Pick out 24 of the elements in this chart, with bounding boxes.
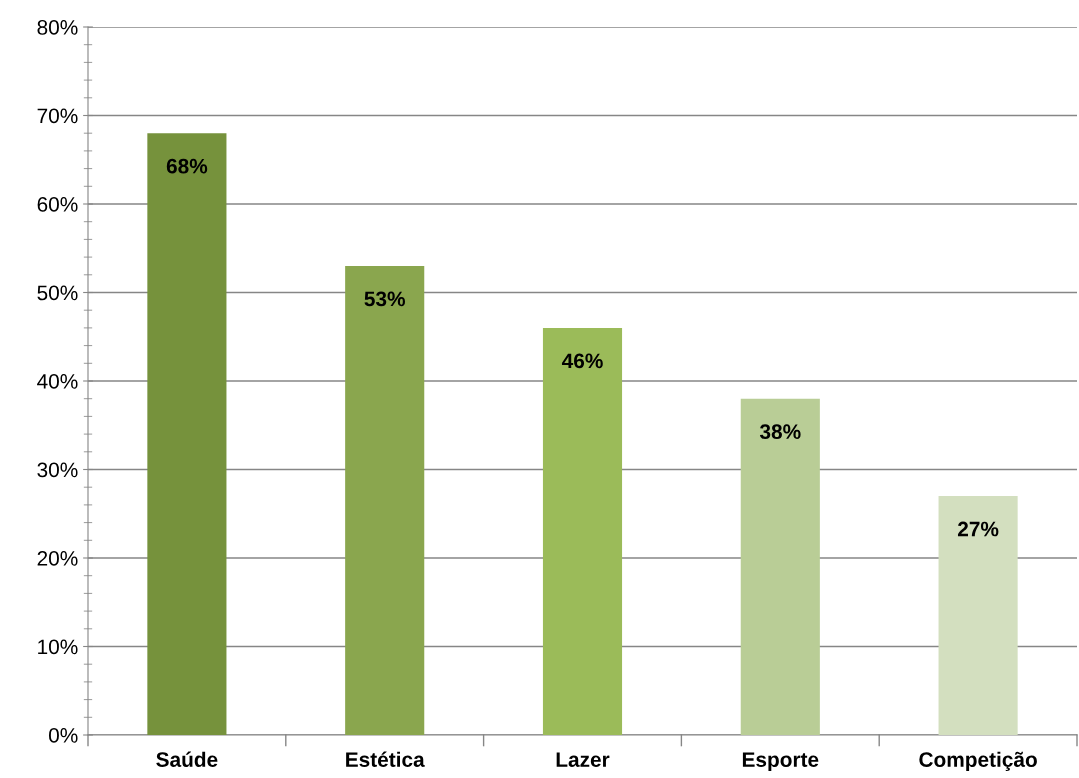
x-tick-label: Esporte xyxy=(742,752,819,772)
x-tick-label: Lazer xyxy=(556,752,610,767)
bar xyxy=(938,496,1018,735)
data-label: 53% xyxy=(364,291,405,307)
data-label: 46% xyxy=(561,353,603,369)
data-label: 27% xyxy=(957,521,999,537)
bar xyxy=(345,265,425,735)
y-tick-label: 70% xyxy=(37,108,78,124)
y-tick-label: 60% xyxy=(37,197,78,212)
bar xyxy=(147,133,227,735)
y-tick-label: 0% xyxy=(48,728,78,743)
y-tick-label: 30% xyxy=(37,462,78,478)
x-tick-label: Competição xyxy=(919,751,1037,772)
y-tick-label: 80% xyxy=(37,20,78,35)
data-label: 68% xyxy=(166,158,208,174)
data-label: 38% xyxy=(759,424,801,440)
y-tick-label: 40% xyxy=(37,374,78,389)
x-tick-label: Estética xyxy=(346,751,425,767)
bar xyxy=(542,327,623,735)
y-tick-label: 20% xyxy=(37,551,78,566)
bar xyxy=(740,398,820,735)
y-tick-label: 10% xyxy=(38,639,78,655)
y-tick-label: 50% xyxy=(37,285,78,301)
x-tick-label: Saúde xyxy=(156,751,218,767)
